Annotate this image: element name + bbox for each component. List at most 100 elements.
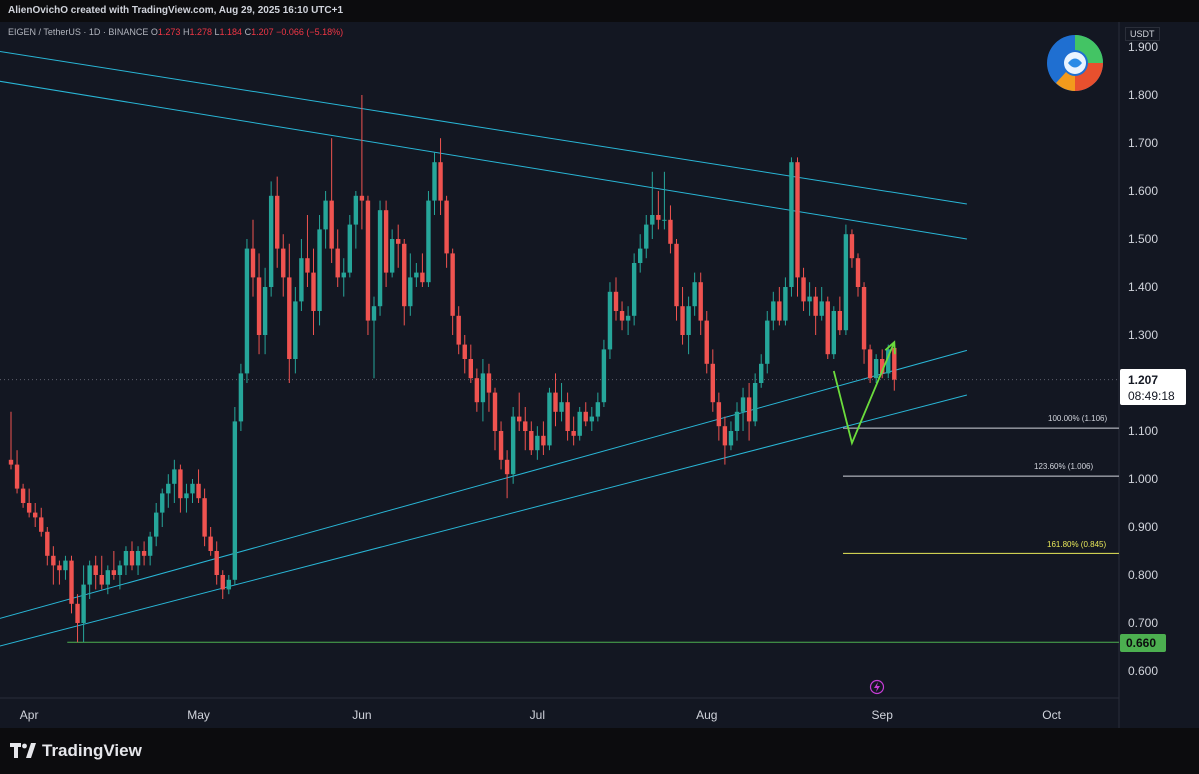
fib-label-123-6: 123.60% (1.006) (1034, 462, 1094, 471)
candle-body (75, 603, 80, 623)
candle-body (135, 551, 141, 566)
candle (196, 469, 201, 503)
candle (595, 392, 601, 422)
candle (492, 387, 498, 451)
candle (819, 287, 824, 321)
candle-body (250, 248, 256, 278)
candle-body (577, 411, 582, 436)
currency-unit-label[interactable]: USDT (1125, 27, 1160, 41)
candle-body (553, 392, 558, 412)
candle-body (716, 402, 722, 427)
candle (160, 488, 165, 527)
candle (281, 234, 286, 297)
candle-body (662, 219, 667, 221)
candle-body (408, 277, 413, 307)
candle-body (680, 306, 685, 335)
projection-path[interactable] (832, 341, 896, 446)
candle-body (625, 315, 631, 321)
candle-body (268, 195, 274, 287)
candle-body (353, 195, 359, 225)
candle-body (45, 531, 50, 556)
candle-body (226, 579, 231, 590)
trendline-channel-top-inner[interactable] (0, 79, 967, 240)
candle-body (147, 536, 153, 556)
candle (789, 157, 794, 297)
candle-body (813, 296, 818, 316)
candle (69, 555, 74, 614)
candle (553, 373, 558, 427)
tradingview-logo-icon (10, 743, 36, 758)
candle (559, 383, 564, 422)
candle-body (365, 200, 371, 321)
trendline-channel-bottom-inner[interactable] (0, 394, 968, 649)
candle-body (825, 301, 830, 355)
candle-body (892, 347, 897, 380)
candle (825, 296, 830, 359)
candle (87, 560, 92, 599)
candle-body (529, 431, 534, 451)
candle (831, 306, 836, 359)
candle (359, 95, 365, 230)
candle-body (377, 210, 383, 307)
open-label: O (150, 27, 158, 37)
candle-body (432, 162, 437, 201)
candle-body (214, 551, 219, 575)
candle (547, 387, 552, 451)
candle (807, 282, 812, 316)
candle-body (559, 402, 564, 412)
candle (813, 287, 818, 335)
candle (771, 291, 776, 331)
candle-body (480, 373, 486, 403)
candle-body (686, 306, 691, 335)
candle-body (178, 469, 183, 499)
candle-body (438, 162, 443, 201)
candle-body (184, 493, 189, 499)
candle-body (305, 258, 310, 273)
candle (172, 459, 177, 503)
candle (14, 450, 20, 494)
candle (759, 354, 764, 388)
tradingview-brand[interactable]: TradingView (10, 741, 142, 761)
tradingview-brand-text: TradingView (42, 741, 142, 760)
candle (837, 296, 843, 335)
candle (220, 570, 225, 599)
candle-body (523, 421, 528, 431)
candle (123, 546, 129, 575)
candle (432, 152, 437, 215)
candle-body (87, 565, 92, 585)
candle (662, 171, 667, 230)
candle-body (414, 272, 419, 278)
candle (462, 335, 467, 374)
candle-body (795, 162, 800, 278)
candle-body (801, 277, 806, 302)
candle-body (33, 512, 38, 518)
candle (692, 272, 697, 316)
trendline-channel-top-outer[interactable] (0, 49, 967, 205)
candle (408, 253, 413, 316)
candle (383, 200, 389, 287)
candle (510, 407, 516, 484)
time-tick-label: Oct (1042, 708, 1061, 722)
candle-body (389, 239, 395, 273)
candle-body (396, 239, 401, 244)
candle (698, 272, 703, 335)
candle (377, 200, 383, 316)
candlestick-chart[interactable]: 1.900 1.800 1.700 1.600 1.500 1.400 1.300 1.100… (0, 22, 1199, 728)
candle (371, 296, 377, 379)
candle (329, 138, 334, 263)
candle (613, 277, 619, 321)
candle-body (728, 431, 734, 446)
time-tick-label: Jul (530, 708, 545, 722)
trendline-channel-bottom-outer[interactable] (0, 349, 968, 622)
candle (305, 215, 310, 287)
candle (686, 296, 691, 355)
candle-body (759, 363, 764, 383)
candle (226, 575, 231, 595)
support-level-tag: 0.660 (1120, 634, 1166, 652)
chart-pane[interactable] (0, 22, 1199, 728)
event-flash-icon[interactable] (869, 679, 885, 695)
candle-body (317, 229, 322, 311)
candle (275, 176, 280, 268)
candle (262, 267, 268, 355)
current-price-tag: 1.207 08:49:18 (1120, 369, 1186, 405)
